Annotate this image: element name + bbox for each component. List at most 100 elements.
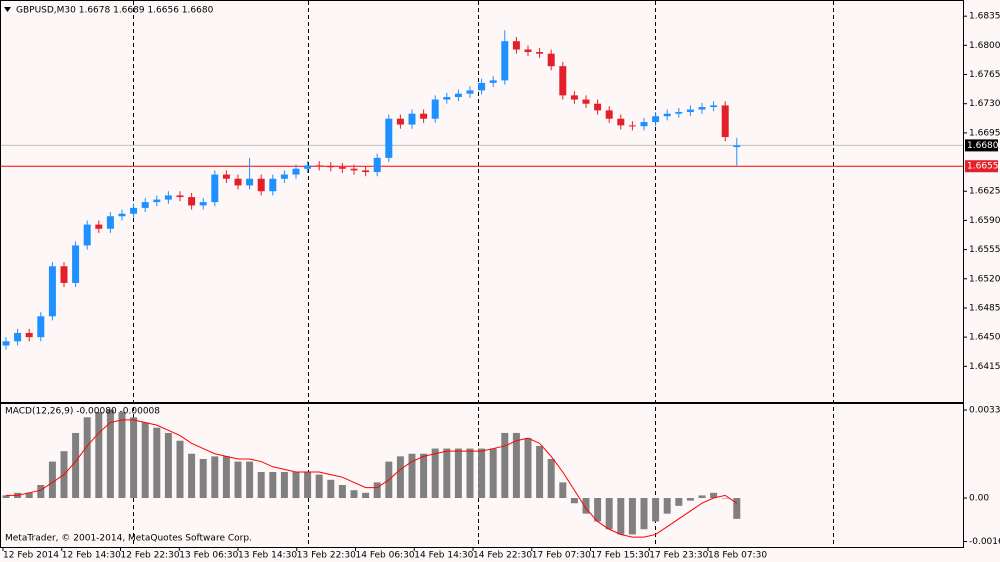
- candle-body: [385, 118, 393, 158]
- candle-body: [489, 80, 497, 83]
- macd-bar: [408, 453, 416, 499]
- candle-body: [431, 99, 439, 119]
- candle-body: [501, 41, 509, 81]
- macd-bar: [373, 482, 381, 499]
- candle-body: [652, 116, 660, 123]
- macd-bar: [652, 498, 660, 522]
- macd-title: MACD(12,26,9) -0.00080 -0.00008: [5, 407, 160, 417]
- candle-body: [524, 49, 532, 53]
- alert-label-box: [965, 160, 998, 173]
- macd-bar: [675, 498, 683, 506]
- candle-body: [211, 174, 219, 203]
- candle-body: [315, 165, 323, 167]
- macd-bar: [663, 498, 671, 514]
- macd-bar: [431, 448, 439, 499]
- candle-body: [547, 53, 555, 67]
- candle-body: [37, 316, 45, 338]
- candle-body: [594, 103, 602, 111]
- candle-body: [234, 178, 242, 186]
- x-tick-label: 14 Feb 06:30: [356, 551, 415, 561]
- macd-bar: [234, 461, 242, 499]
- price-title: GBPUSD,M30 1.6678 1.6689 1.6656 1.6680: [16, 6, 214, 16]
- macd-bar: [489, 448, 497, 499]
- bid-label: 1.6680: [967, 141, 999, 151]
- candle-body: [582, 99, 590, 104]
- macd-bar: [628, 498, 636, 535]
- candle-body: [338, 167, 346, 169]
- candle-body: [478, 82, 486, 91]
- macd-bar: [315, 474, 323, 499]
- alert-label: 1.6655: [967, 162, 999, 172]
- macd-bar: [512, 432, 520, 499]
- macd-bar: [524, 438, 532, 499]
- macd-bar: [118, 412, 126, 499]
- candle-body: [396, 118, 404, 125]
- macd-bar: [37, 485, 45, 499]
- candle-body: [141, 202, 149, 208]
- macd-bar: [640, 498, 648, 530]
- candle-body: [280, 174, 288, 179]
- macd-bar: [570, 498, 578, 504]
- y-tick-label: 1.6625: [969, 187, 1000, 197]
- y-tick-label: 1.6555: [969, 245, 1000, 255]
- y-tick-label: 0.00: [969, 494, 989, 504]
- candle-body: [304, 165, 312, 169]
- candle-body: [408, 113, 416, 125]
- candle-body: [466, 90, 474, 94]
- macd-bar: [72, 432, 80, 499]
- collapse-icon[interactable]: [4, 7, 11, 12]
- macd-bar: [617, 498, 625, 535]
- candle-body: [176, 195, 184, 198]
- x-tick-label: 14 Feb 14:30: [414, 551, 473, 561]
- macd-bar: [246, 461, 254, 499]
- candle-body: [48, 266, 56, 317]
- candle-body: [617, 118, 625, 126]
- macd-bar: [396, 456, 404, 499]
- y-tick-label: 1.6520: [969, 274, 1000, 284]
- macd-bar: [350, 490, 358, 499]
- candle-body: [605, 110, 613, 119]
- candle-body: [222, 174, 230, 179]
- candle-body: [663, 113, 671, 117]
- candle-body: [60, 266, 68, 283]
- footer: MetaTrader, © 2001-2014, MetaQuotes Soft…: [5, 534, 252, 544]
- candle-body: [536, 52, 544, 54]
- candle-body: [721, 105, 729, 138]
- candle-body: [327, 166, 335, 168]
- macd-bar: [141, 422, 149, 499]
- macd-bar: [338, 485, 346, 499]
- candle-body: [675, 112, 683, 114]
- plot-layer: 1.6835 1.6800 1.6765 1.6730 1.6695 1.6625 1.65…: [1, 12, 1000, 561]
- y-tick-label: 1.6450: [969, 333, 1000, 343]
- candle-body: [164, 195, 172, 200]
- macd-bar: [257, 471, 265, 499]
- candle-body: [72, 245, 80, 283]
- candle-body: [698, 107, 706, 110]
- candle-body: [2, 341, 10, 346]
- candle-body: [199, 202, 207, 206]
- x-tick-label: 12 Feb 2014: [3, 551, 59, 561]
- macd-bar: [153, 427, 161, 499]
- candle-body: [454, 93, 462, 98]
- x-tick-label: 13 Feb 22:30: [297, 551, 356, 561]
- candle-body: [420, 113, 428, 119]
- y-tick-label: 1.6765: [969, 70, 1000, 80]
- candle-body: [373, 157, 381, 173]
- macd-bar: [176, 440, 184, 499]
- y-tick-label: 1.6695: [969, 128, 1000, 138]
- x-tick-label: 17 Feb 23:30: [649, 551, 708, 561]
- macd-bar: [478, 448, 486, 499]
- macd-bar: [605, 498, 613, 530]
- candle-body: [25, 332, 33, 338]
- x-tick-label: 12 Feb 22:30: [121, 551, 180, 561]
- candle-body: [443, 97, 451, 100]
- candle-body: [106, 216, 114, 229]
- macd-bar: [698, 495, 706, 499]
- macd-bar: [130, 417, 138, 499]
- x-tick-label: 17 Feb 15:30: [591, 551, 650, 561]
- signal-line: [6, 419, 738, 538]
- x-tick-label: 14 Feb 22:30: [473, 551, 532, 561]
- macd-bar: [199, 458, 207, 499]
- x-tick-label: 13 Feb 14:30: [238, 551, 297, 561]
- x-tick-label: 17 Feb 07:30: [532, 551, 591, 561]
